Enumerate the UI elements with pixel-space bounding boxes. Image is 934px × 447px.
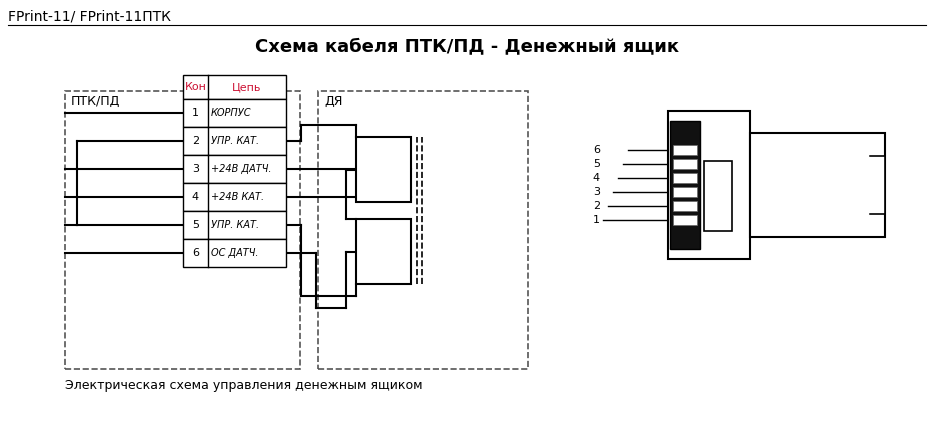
Bar xyxy=(356,219,411,284)
Text: 3: 3 xyxy=(192,164,199,174)
Text: FPrint-11/ FPrint-11ПТК: FPrint-11/ FPrint-11ПТК xyxy=(8,10,171,24)
Text: 6: 6 xyxy=(593,145,600,155)
Bar xyxy=(183,211,286,239)
Text: 2: 2 xyxy=(192,136,199,146)
Text: 5: 5 xyxy=(192,220,199,230)
Text: 4: 4 xyxy=(192,192,199,202)
Bar xyxy=(673,159,697,169)
Text: Кон: Кон xyxy=(185,82,206,92)
Text: КОРПУС: КОРПУС xyxy=(211,108,251,118)
Text: 2: 2 xyxy=(593,201,600,211)
Bar xyxy=(183,99,286,127)
Bar xyxy=(750,133,885,237)
Text: Электрическая схема управления денежным ящиком: Электрическая схема управления денежным … xyxy=(65,379,422,392)
Bar xyxy=(183,239,286,267)
Bar xyxy=(673,145,697,155)
Text: 6: 6 xyxy=(192,248,199,258)
Bar xyxy=(673,173,697,183)
Bar xyxy=(183,155,286,183)
Text: ПТК/ПД: ПТК/ПД xyxy=(71,95,120,108)
Text: УПР. КАТ.: УПР. КАТ. xyxy=(211,136,259,146)
Text: 4: 4 xyxy=(593,173,600,183)
Text: +24В ДАТЧ.: +24В ДАТЧ. xyxy=(211,164,272,174)
Bar xyxy=(183,183,286,211)
Bar xyxy=(673,201,697,211)
Text: Схема кабеля ПТК/ПД - Денежный ящик: Схема кабеля ПТК/ПД - Денежный ящик xyxy=(255,37,679,55)
Text: УПР. КАТ.: УПР. КАТ. xyxy=(211,220,259,230)
Bar xyxy=(704,161,732,231)
Bar xyxy=(673,215,697,225)
Bar xyxy=(867,156,885,214)
Text: 1: 1 xyxy=(593,215,600,225)
Bar xyxy=(673,187,697,197)
Text: +24В КАТ.: +24В КАТ. xyxy=(211,192,264,202)
Bar xyxy=(668,111,750,259)
Text: ДЯ: ДЯ xyxy=(324,95,343,108)
Bar xyxy=(670,121,700,249)
Text: 1: 1 xyxy=(192,108,199,118)
Bar xyxy=(356,137,411,202)
Text: Цепь: Цепь xyxy=(233,82,262,92)
Text: 3: 3 xyxy=(593,187,600,197)
Text: 5: 5 xyxy=(593,159,600,169)
Bar xyxy=(183,127,286,155)
Text: ОС ДАТЧ.: ОС ДАТЧ. xyxy=(211,248,259,258)
Bar xyxy=(183,75,286,99)
